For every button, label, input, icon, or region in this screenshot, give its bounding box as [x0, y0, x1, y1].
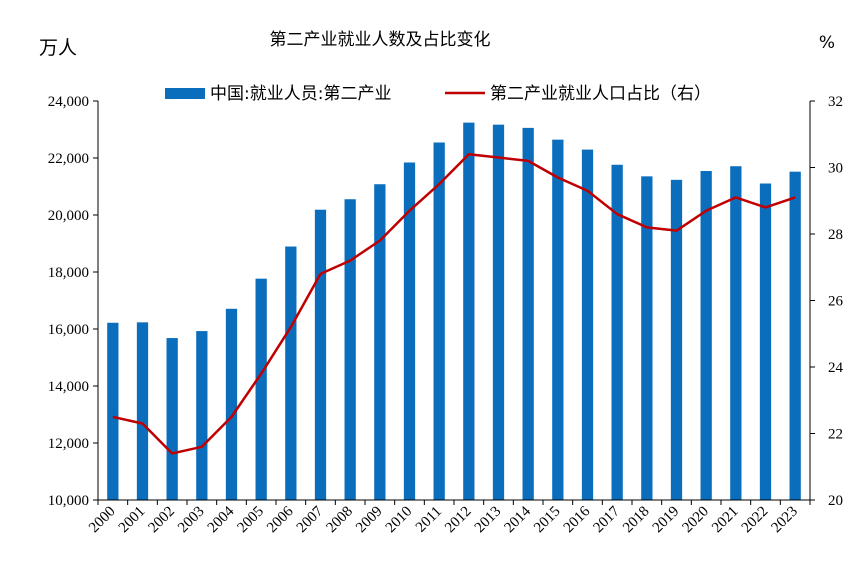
right-tick-label: 20 — [828, 493, 843, 509]
x-tick-label: 2017 — [590, 503, 623, 536]
bar-2020 — [700, 171, 712, 500]
x-tick-label: 2022 — [739, 504, 772, 537]
x-tick-label: 2012 — [442, 504, 475, 537]
x-tick-label: 2009 — [353, 504, 386, 537]
x-tick-label: 2015 — [531, 504, 564, 537]
x-tick-label: 2016 — [561, 503, 594, 536]
x-tick-label: 2010 — [383, 504, 416, 537]
x-axis-ticks: 2000200120022003200420052006200720082009… — [86, 500, 811, 537]
bar-2017 — [611, 164, 623, 500]
x-tick-label: 2003 — [175, 504, 208, 537]
x-tick-label: 2021 — [709, 504, 742, 537]
x-tick-label: 2007 — [294, 503, 327, 536]
left-tick-label: 22,000 — [48, 151, 89, 167]
left-tick-label: 20,000 — [48, 208, 89, 224]
bar-2004 — [225, 308, 238, 500]
bar-2023 — [789, 171, 801, 500]
bar-2016 — [581, 149, 594, 500]
bar-2000 — [107, 322, 119, 500]
bar-2011 — [433, 142, 445, 500]
bar-2003 — [196, 331, 208, 500]
left-tick-label: 18,000 — [48, 265, 89, 281]
legend-bar-swatch — [165, 88, 205, 99]
bar-2022 — [759, 183, 772, 500]
x-tick-label: 2006 — [264, 503, 297, 536]
x-tick-label: 2018 — [620, 504, 653, 537]
legend-line-label: 第二产业就业人口占比（右） — [490, 84, 711, 104]
x-tick-label: 2000 — [86, 504, 119, 537]
x-tick-label: 2013 — [472, 504, 505, 537]
right-tick-label: 26 — [828, 294, 844, 310]
x-tick-label: 2002 — [145, 504, 178, 537]
x-tick-label: 2019 — [650, 504, 683, 537]
bar-series — [107, 122, 801, 501]
left-axis-unit: 万人 — [39, 37, 77, 59]
line-series — [112, 152, 796, 455]
bar-2008 — [344, 199, 356, 501]
x-tick-label: 2005 — [234, 504, 267, 537]
right-tick-label: 32 — [828, 94, 843, 110]
right-axis-unit: % — [819, 33, 835, 53]
right-tick-label: 22 — [828, 427, 843, 443]
x-tick-label: 2001 — [116, 504, 149, 537]
bar-2019 — [670, 179, 683, 500]
x-tick-label: 2014 — [501, 503, 534, 536]
bar-2009 — [374, 184, 386, 500]
left-tick-label: 16,000 — [48, 322, 89, 338]
x-tick-label: 2023 — [768, 504, 801, 537]
bar-2007 — [314, 209, 327, 500]
ratio-line — [112, 152, 796, 455]
left-tick-label: 14,000 — [48, 379, 89, 395]
x-tick-label: 2004 — [205, 503, 238, 536]
right-tick-label: 24 — [828, 360, 844, 376]
bar-2010 — [403, 162, 416, 500]
left-tick-label: 10,000 — [48, 493, 89, 509]
left-tick-label: 12,000 — [48, 436, 89, 452]
bar-2001 — [136, 322, 149, 500]
right-tick-label: 30 — [828, 161, 843, 177]
bar-2012 — [463, 122, 475, 500]
left-axis-ticks: 10,000 12,000 14,000 16,000 18,000 20,000 22,0… — [48, 94, 98, 509]
bar-2015 — [552, 139, 564, 500]
legend-bar-label: 中国:就业人员:第二产业 — [210, 84, 391, 104]
x-tick-label: 2011 — [413, 504, 445, 536]
left-tick-label: 24,000 — [48, 94, 89, 110]
bar-2002 — [166, 338, 178, 500]
bar-2021 — [730, 166, 742, 500]
x-tick-label: 2008 — [323, 504, 356, 537]
bar-2005 — [255, 278, 267, 500]
right-tick-label: 28 — [828, 227, 843, 243]
bar-2018 — [641, 176, 653, 500]
x-tick-label: 2020 — [679, 504, 712, 537]
bar-2013 — [492, 124, 505, 501]
bar-2006 — [285, 246, 297, 500]
bar-2014 — [522, 127, 534, 500]
right-axis-ticks: 20 22 24 26 28 30 32 — [810, 94, 844, 509]
legend: 中国:就业人员:第二产业 第二产业就业人口占比（右） — [165, 84, 711, 104]
chart-title: 第二产业就业人数及占比变化 — [270, 30, 491, 50]
